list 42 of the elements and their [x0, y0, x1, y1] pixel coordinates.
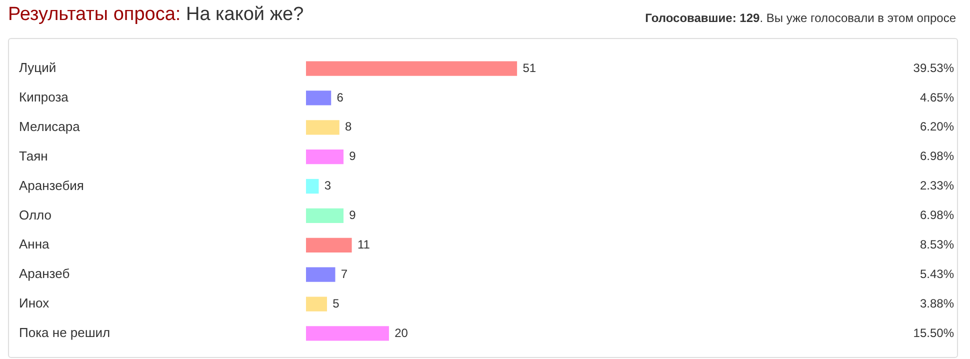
data-label: 51: [522, 60, 536, 75]
text: 6.98%: [920, 149, 954, 164]
bar: [306, 120, 340, 135]
bar: [306, 208, 344, 224]
data-label: 6: [336, 90, 344, 104]
bar: [306, 326, 389, 341]
text: 3.88%: [920, 296, 954, 310]
y-tick-label: Анна: [19, 236, 50, 252]
bar: [306, 178, 319, 194]
text: 6.98%: [920, 208, 954, 222]
y-tick-label: Кипроза: [19, 90, 70, 105]
y-tick-label: Мелисара: [19, 118, 81, 134]
text: 5.43%: [920, 266, 954, 281]
text: 8.53%: [920, 237, 954, 252]
bar: [306, 61, 518, 76]
y-tick-label: Инох: [19, 296, 50, 311]
chart-title: Результаты опроса: На какой же?: [8, 4, 304, 25]
data-label: 9: [349, 208, 356, 222]
data-label: 20: [394, 326, 408, 340]
data-label: 11: [357, 237, 370, 252]
bar: [306, 90, 332, 106]
text: 2.33%: [920, 178, 954, 193]
y-tick-label: Олло: [19, 207, 52, 222]
y-tick-label: Аранзеб: [19, 266, 70, 282]
data-label: 7: [340, 266, 348, 281]
y-tick-label: Аранзебия: [19, 178, 84, 193]
data-label: 5: [332, 296, 340, 310]
bar: [306, 267, 336, 282]
y-tick-label: Таян: [19, 148, 48, 164]
text: 4.65%: [920, 90, 954, 104]
y-tick-label: Луций: [19, 60, 56, 76]
data-label: 9: [349, 149, 356, 164]
bar: [306, 238, 352, 252]
bar: [306, 150, 344, 164]
text: Голосовавшие: 129. Вы уже голосовали в этом опросе: [645, 11, 956, 25]
text: 15.50%: [913, 326, 954, 340]
data-label: 8: [345, 120, 352, 134]
text: 39.53%: [913, 60, 954, 75]
bar: [306, 296, 327, 312]
data-label: 3: [324, 178, 332, 193]
text: 6.20%: [920, 120, 954, 134]
y-tick-label: Пока не решил: [19, 325, 110, 340]
